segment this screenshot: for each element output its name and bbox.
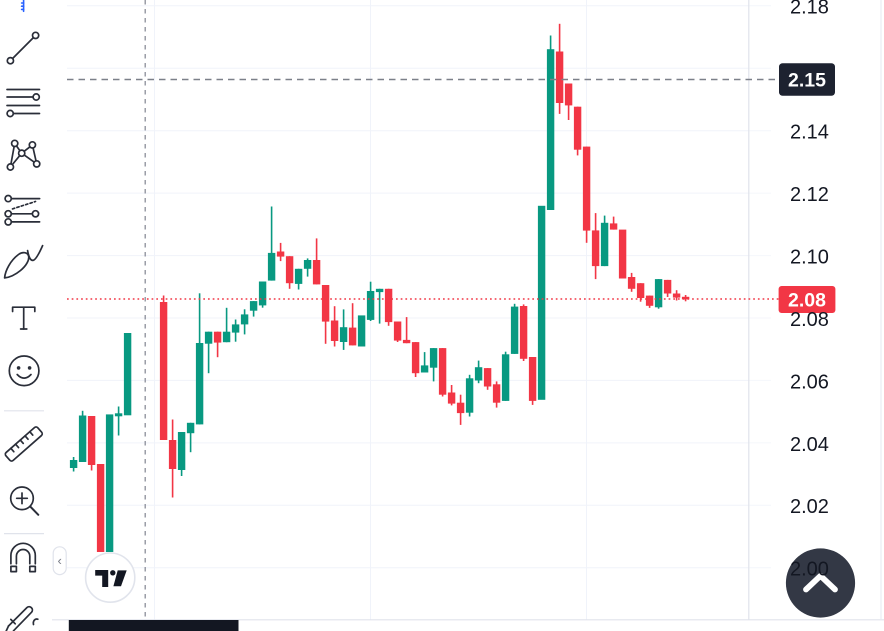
svg-text:2.08: 2.08 — [788, 289, 826, 311]
svg-text:2.10: 2.10 — [790, 247, 829, 269]
svg-text:2.15: 2.15 — [788, 69, 826, 91]
svg-text:2.08: 2.08 — [790, 309, 829, 331]
svg-text:2.06: 2.06 — [790, 371, 829, 393]
svg-text:‹: ‹ — [58, 553, 62, 568]
svg-text:2.18: 2.18 — [790, 0, 829, 19]
svg-text:2.14: 2.14 — [790, 122, 829, 144]
svg-text:2.02: 2.02 — [790, 496, 829, 518]
svg-text:2.04: 2.04 — [790, 434, 829, 456]
svg-text:2.12: 2.12 — [790, 184, 829, 206]
svg-text:2.00: 2.00 — [790, 559, 829, 581]
